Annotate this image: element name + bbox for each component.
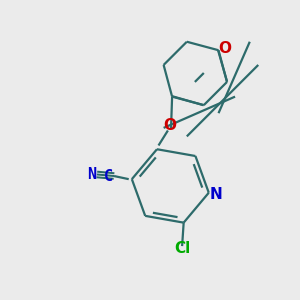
Text: Cl: Cl [174, 241, 190, 256]
Text: N: N [209, 187, 222, 202]
Text: N: N [87, 167, 96, 182]
Text: O: O [163, 118, 176, 133]
Text: C: C [104, 169, 113, 184]
Text: O: O [218, 41, 231, 56]
